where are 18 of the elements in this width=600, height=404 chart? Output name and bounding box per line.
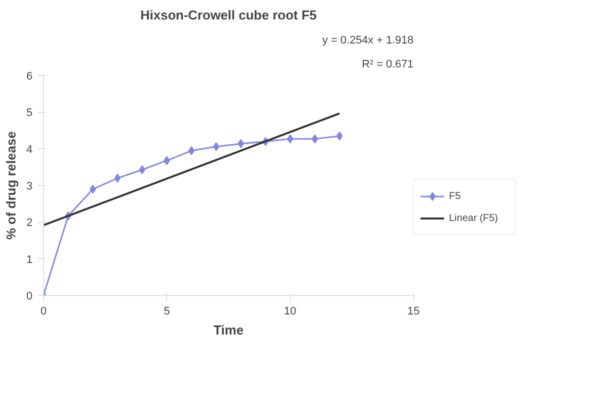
y-tick-label: 6 xyxy=(26,70,33,82)
x-axis-title: Time xyxy=(213,322,244,338)
y-tick-label: 4 xyxy=(26,144,33,156)
x-tick-label: 5 xyxy=(164,306,170,318)
legend-label: Linear (F5) xyxy=(449,212,499,224)
y-tick-label: 3 xyxy=(26,180,33,192)
y-tick-label: 5 xyxy=(26,107,33,120)
x-tick-label: 15 xyxy=(407,306,420,318)
y-tick-label: 1 xyxy=(26,254,33,266)
y-tick-label: 0 xyxy=(26,290,33,302)
text: R² = 0.671 xyxy=(362,58,414,70)
x-tick-label: 10 xyxy=(284,306,296,318)
y-tick-label: 2 xyxy=(26,217,33,230)
chart-title: Hixson-Crowell cube root F5 xyxy=(140,8,317,22)
text: y = 0.254x + 1.918 xyxy=(322,34,414,46)
y-axis-title: % of drug release xyxy=(3,131,18,240)
legend-label: F5 xyxy=(449,190,462,202)
x-tick-label: 0 xyxy=(40,306,47,318)
